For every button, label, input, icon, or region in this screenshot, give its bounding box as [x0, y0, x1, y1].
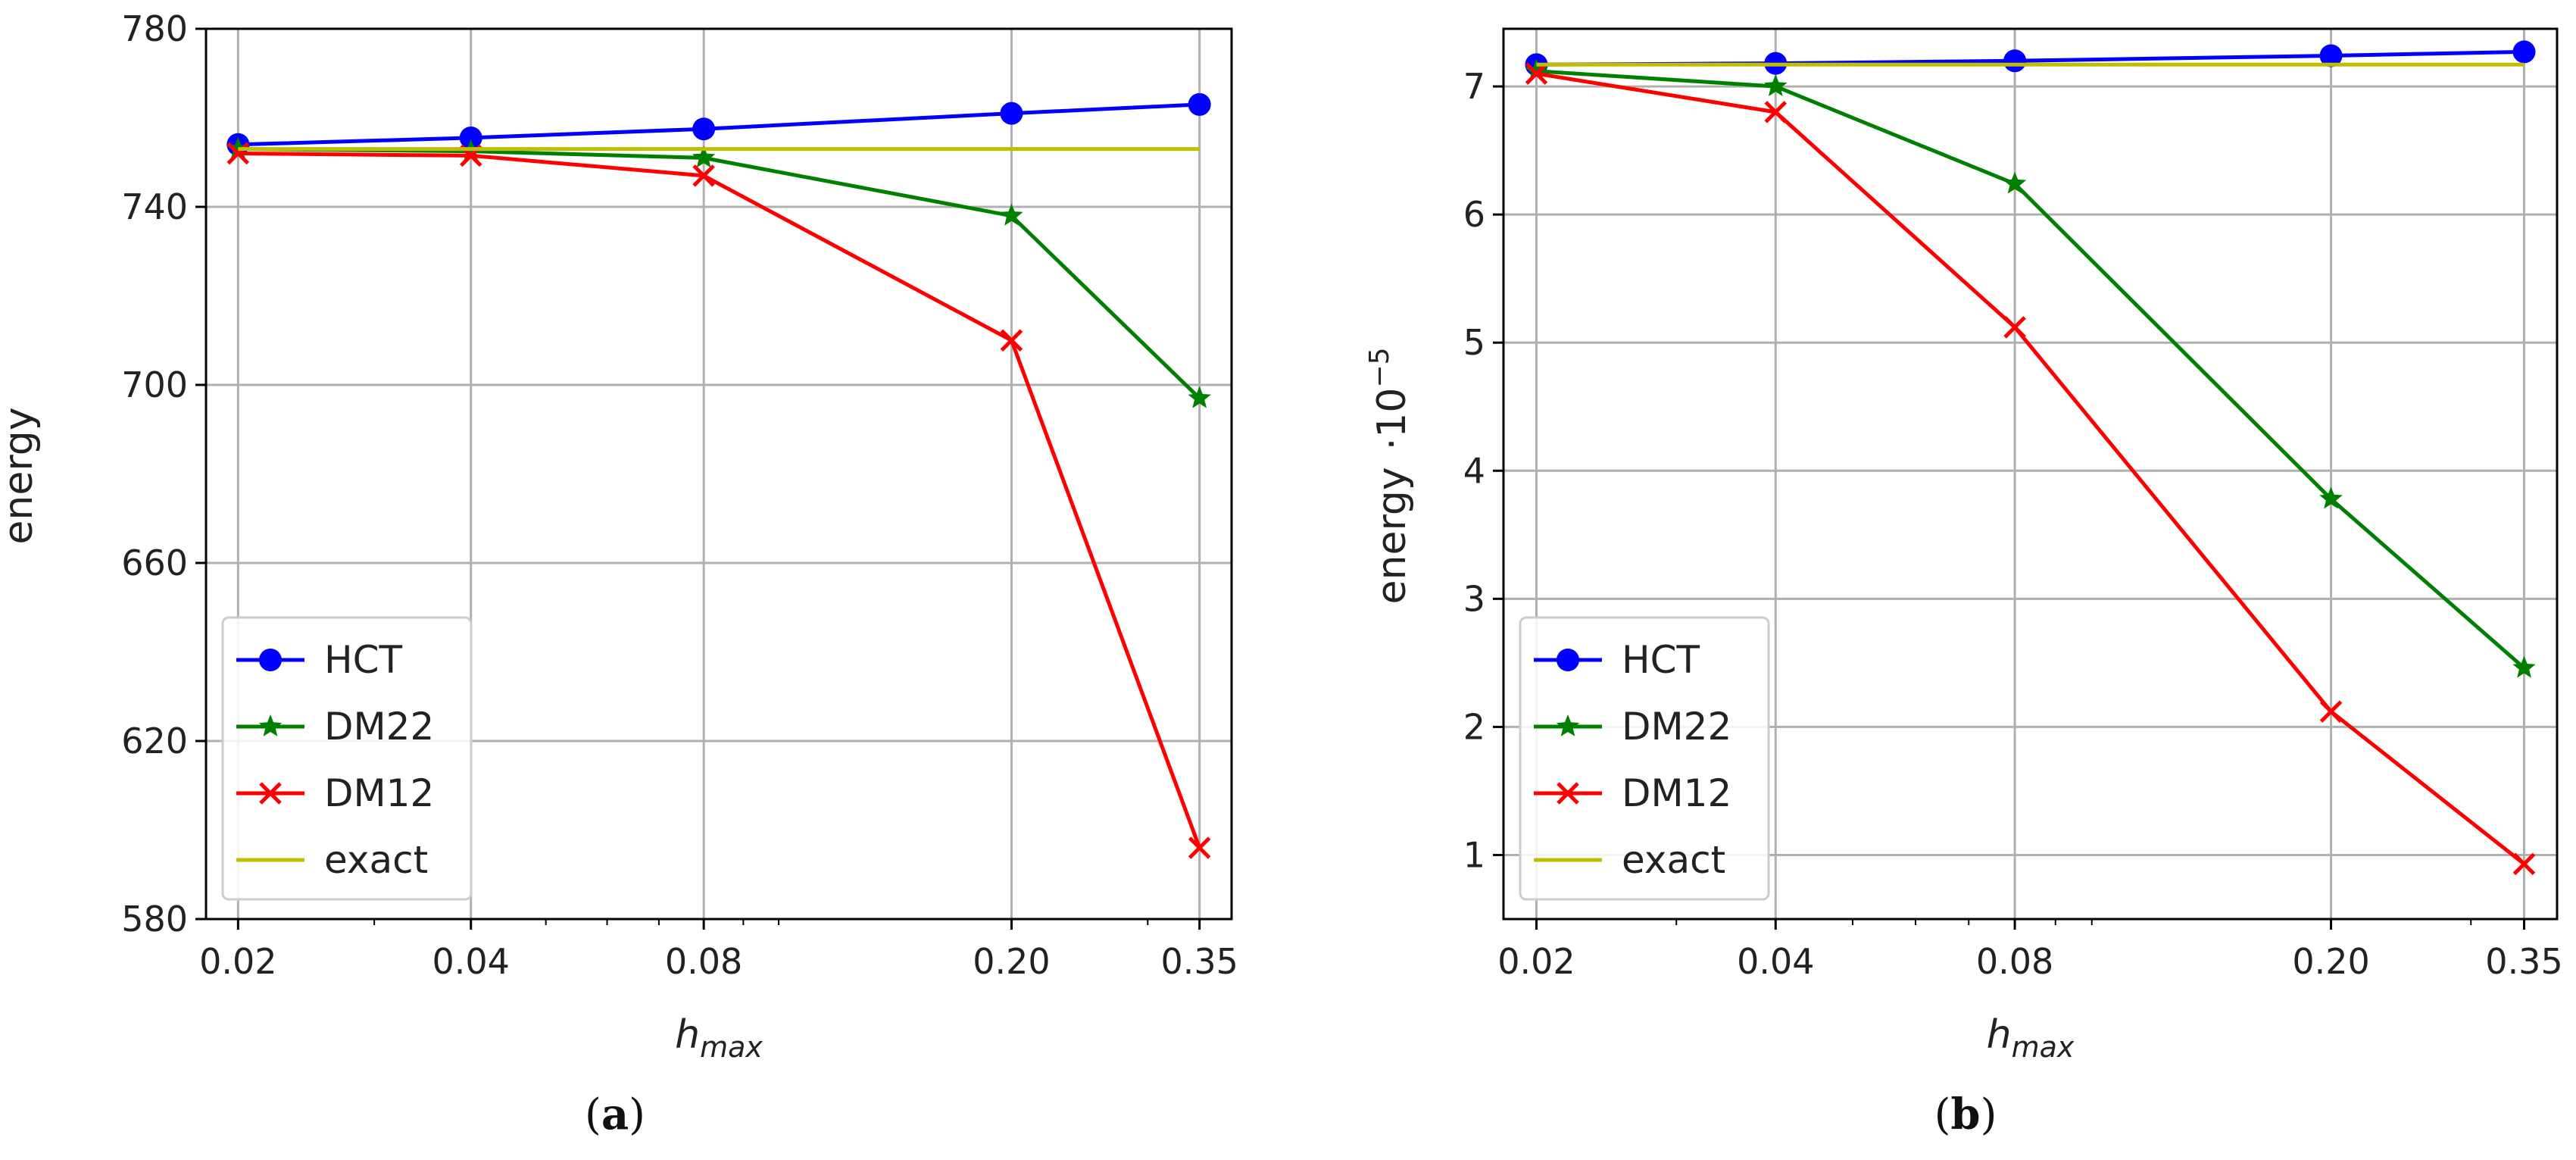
legend-item-hct: HCT: [1534, 638, 1700, 682]
data-point: [1000, 329, 1023, 352]
data-point: [1525, 62, 1548, 85]
legend-item-exact: exact: [1534, 838, 1725, 882]
data-point: [2003, 316, 2026, 339]
y-tick-label: 700: [121, 364, 188, 405]
data-point: [1525, 58, 1548, 81]
legend-marker: [1557, 782, 1579, 805]
data-point: [692, 117, 716, 141]
y-axis-label: energy·10−5: [1364, 348, 1415, 605]
legend: HCT DM22 DM12 exact: [1519, 616, 1770, 901]
series-line-dm22: [238, 147, 1201, 400]
data-point: [2319, 486, 2343, 509]
legend: HCT DM22 DM12 exact: [221, 616, 473, 901]
data-point: [1764, 74, 1788, 96]
data-point: [1764, 101, 1788, 124]
panel-caption: (a): [585, 1090, 645, 1140]
data-point: [2319, 44, 2343, 67]
x-tick-label: 0.35: [1160, 941, 1238, 982]
legend-marker: [258, 714, 283, 736]
legend-label: HCT: [1622, 638, 1700, 682]
x-tick-label: 0.02: [199, 941, 276, 982]
y-tick-label: 5: [1463, 322, 1485, 363]
data-point: [2512, 852, 2536, 876]
y-tick-label: 3: [1463, 578, 1485, 619]
series-dm12: [1525, 62, 2536, 876]
x-tick-label: 0.08: [665, 941, 742, 982]
x-tick-label: 0.02: [1497, 941, 1575, 982]
series-dm22: [226, 136, 1211, 408]
x-axis-label: hmax: [675, 1012, 763, 1064]
data-point: [2512, 655, 2536, 678]
x-tick-label: 0.04: [432, 941, 510, 982]
y-tick-label: 7: [1463, 66, 1485, 107]
legend-item-dm22: DM22: [1534, 705, 1731, 749]
legend-label: DM22: [324, 705, 434, 749]
legend-label: exact: [1622, 838, 1725, 882]
series-dm22: [1525, 58, 2536, 678]
legend-marker: [1557, 649, 1579, 671]
plot-frame: [1502, 27, 2559, 921]
legend-label: exact: [324, 838, 428, 882]
data-point: [2003, 171, 2027, 194]
series-line-dm22: [1536, 69, 2526, 670]
data-point: [692, 164, 715, 187]
legend-item-dm12: DM12: [236, 771, 434, 815]
panel-caption: (b): [1934, 1090, 1997, 1140]
data-point: [692, 145, 716, 168]
x-tick-label: 0.04: [1737, 941, 1814, 982]
y-tick-label: 780: [121, 8, 188, 49]
legend-label: HCT: [324, 638, 403, 682]
legend-box: [1519, 616, 1770, 901]
data-point: [2319, 700, 2343, 723]
x-axis-label: hmax: [1987, 1012, 2075, 1064]
y-tick-label: 4: [1463, 450, 1485, 491]
legend-item-hct: HCT: [236, 638, 403, 682]
legend-marker: [259, 649, 282, 671]
legend-box: [221, 616, 473, 901]
data-point: [1000, 203, 1023, 226]
data-point: [459, 126, 482, 149]
y-tick-label: 1: [1463, 834, 1485, 875]
data-point: [2512, 40, 2536, 64]
legend-marker: [1556, 714, 1580, 736]
y-tick-label: 6: [1463, 194, 1485, 235]
y-axis-label: energy: [0, 407, 42, 544]
data-point: [2003, 49, 2027, 73]
legend-marker: [259, 782, 282, 805]
data-point: [1188, 386, 1211, 408]
legend-item-dm22: DM22: [236, 705, 434, 749]
y-tick-label: 660: [121, 542, 188, 583]
legend-item-exact: exact: [236, 838, 428, 882]
series-dm12: [226, 142, 1211, 859]
y-tick-label: 740: [121, 186, 188, 227]
x-tick-label: 0.35: [2485, 941, 2562, 982]
legend-label: DM22: [1622, 705, 1731, 749]
series-hct: [226, 92, 1211, 156]
y-tick-label: 2: [1463, 706, 1485, 747]
series-line-hct: [238, 102, 1200, 147]
y-tick-label: 620: [121, 721, 188, 761]
x-tick-label: 0.20: [2292, 941, 2369, 982]
x-tick-label: 0.20: [973, 941, 1050, 982]
panel-a: 0.02 0.04 0.08 0.20 0.35 580 620 660 700 740 780 hm…: [0, 8, 1238, 1140]
plot-frame: [205, 27, 1233, 921]
legend-item-dm12: DM12: [1534, 771, 1731, 815]
panel-b: 0.02 0.04 0.08 0.20 0.35 1 2 3 4 5 6 7 hmax energy·10…: [1364, 27, 2563, 1140]
series-hct: [1525, 40, 2536, 77]
data-point: [1188, 92, 1211, 116]
x-tick-label: 0.08: [1976, 941, 2053, 982]
legend-label: DM12: [324, 771, 434, 815]
y-tick-label: 580: [121, 899, 188, 940]
series-line-hct: [1536, 49, 2524, 67]
data-point: [1000, 102, 1023, 125]
data-point: [226, 142, 250, 165]
legend-label: DM12: [1622, 771, 1731, 815]
data-point: [1188, 836, 1211, 859]
